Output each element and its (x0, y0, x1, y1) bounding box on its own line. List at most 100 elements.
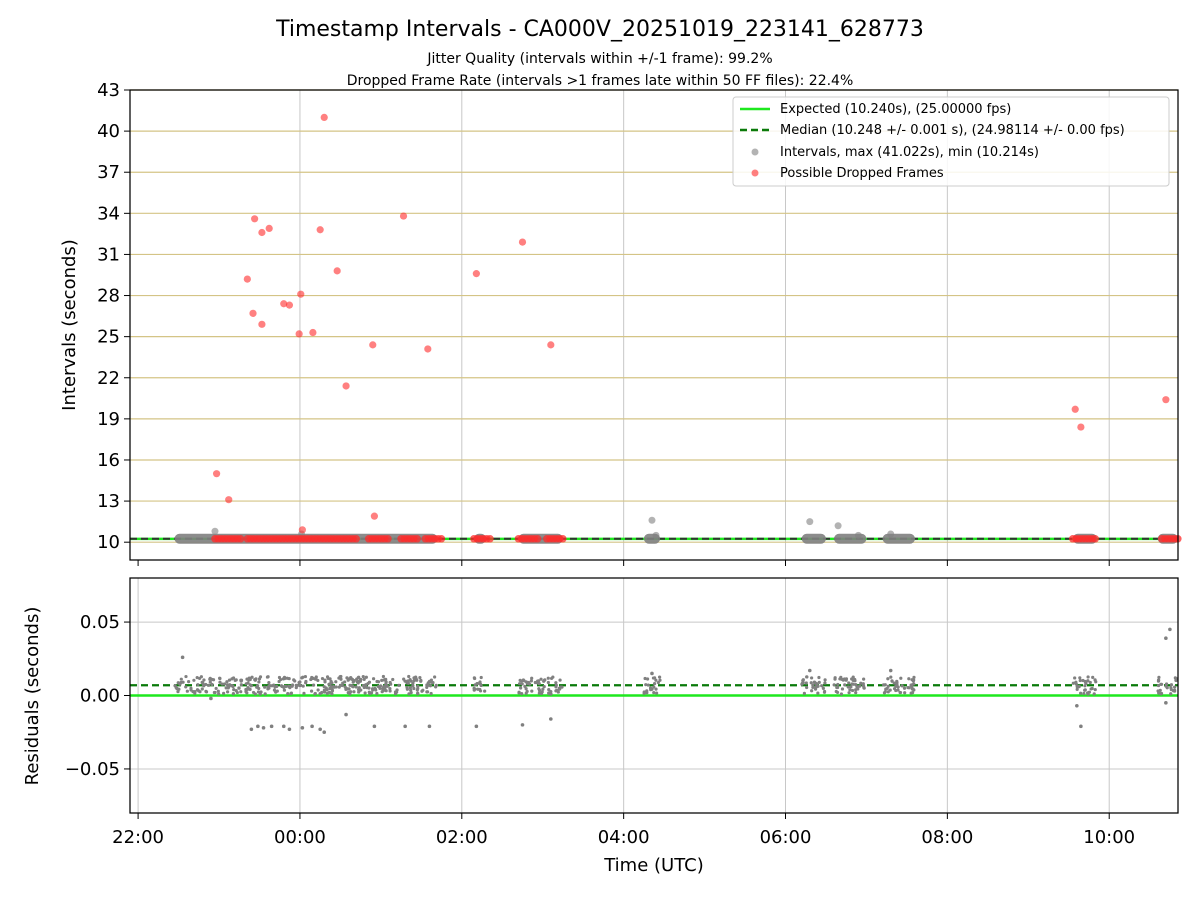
chart-subtitle-dropped-rate: Dropped Frame Rate (intervals >1 frames … (347, 73, 854, 89)
residual-point (316, 688, 320, 692)
residual-point (173, 684, 177, 688)
residual-point (212, 690, 216, 695)
residual-point (259, 690, 263, 694)
residual-point (1086, 675, 1090, 679)
residual-point (885, 686, 889, 691)
residual-point (848, 688, 852, 692)
residual-point (898, 690, 902, 695)
residual-point (218, 676, 222, 680)
residual-point (530, 689, 534, 693)
residual-point (886, 677, 890, 681)
legend-intervals-marker (751, 148, 759, 156)
residual-point (861, 682, 865, 686)
residual-point (225, 680, 229, 684)
residual-point (281, 724, 286, 729)
residual-point (654, 687, 658, 691)
residual-point (843, 683, 847, 687)
residual-point (478, 682, 483, 686)
residual-point (1159, 682, 1163, 686)
residual-point (1083, 679, 1087, 684)
residual-point (817, 675, 821, 680)
residual-point (249, 684, 253, 688)
interval-points-cluster (801, 533, 826, 544)
residual-point (294, 683, 298, 687)
residual-point (1169, 683, 1174, 687)
top-y-tick-label: 22 (97, 368, 120, 389)
dropped-frame-point (472, 270, 480, 278)
residual-point (483, 689, 487, 693)
residual-point (811, 683, 815, 687)
residual-point (181, 680, 185, 684)
residual-point (239, 683, 243, 687)
residual-point (519, 686, 523, 690)
residual-point (300, 676, 304, 680)
residual-point (193, 690, 197, 694)
residual-point (883, 690, 887, 694)
residual-point (346, 687, 350, 691)
residual-point (275, 689, 279, 693)
residual-point (211, 678, 216, 682)
residual-point (322, 730, 327, 735)
residual-point (288, 686, 292, 690)
residual-point (352, 679, 356, 683)
residual-point (536, 679, 541, 683)
residual-point (256, 684, 260, 688)
residual-point (476, 687, 480, 691)
residual-point (554, 681, 558, 685)
residual-point (258, 675, 263, 679)
residual-point (384, 683, 388, 688)
residual-point (361, 674, 365, 679)
residual-point (231, 684, 235, 689)
bottom-y-tick-label: −0.05 (65, 759, 120, 780)
residual-point (525, 689, 529, 694)
residual-point (244, 687, 248, 692)
residual-point (849, 685, 853, 689)
residual-point (334, 685, 338, 689)
residual-point (642, 691, 646, 695)
residual-point (297, 681, 301, 685)
top-y-tick-label: 31 (97, 244, 120, 265)
bottom-panel: 0.05 0.00 −0.05 22:00 00:00 02:00 04:00 06:00 0… (22, 577, 1179, 876)
residual-point (301, 684, 305, 688)
residual-point (1093, 687, 1097, 692)
residual-point (413, 677, 417, 681)
residual-point (1085, 691, 1090, 695)
residual-point (245, 691, 249, 695)
residual-point (517, 682, 522, 686)
top-y-ticks: 10 13 16 19 22 25 28 31 34 37 40 43 (97, 80, 130, 553)
residual-point (201, 683, 206, 687)
residual-point (1164, 636, 1168, 641)
residual-point (311, 683, 316, 687)
residual-point (354, 685, 358, 689)
dropped-frame-point (437, 534, 446, 543)
residual-point (180, 655, 185, 660)
residual-point (257, 680, 261, 684)
residual-point (817, 680, 821, 684)
dropped-frame-point (333, 267, 341, 275)
top-y-tick-label: 16 (97, 450, 120, 471)
residual-point (1156, 683, 1161, 688)
residual-point (175, 686, 179, 691)
dropped-frame-point (533, 534, 542, 543)
residual-point (322, 685, 326, 689)
residual-point (1078, 678, 1082, 683)
residual-point (415, 688, 419, 692)
residual-point (376, 680, 381, 684)
residual-point (418, 676, 422, 680)
residual-point (261, 726, 266, 730)
residual-point (311, 676, 315, 680)
residual-point (859, 681, 863, 685)
residual-point (822, 690, 827, 694)
dropped-frame-point (285, 301, 294, 309)
residual-point (411, 681, 415, 685)
dropped-frame-point (316, 226, 324, 234)
residual-point (208, 680, 212, 684)
residual-point (541, 687, 545, 691)
residual-point (382, 685, 386, 689)
residual-point (384, 677, 388, 681)
dropped-frame-point (280, 300, 288, 308)
residual-point (821, 686, 825, 690)
residual-point (346, 691, 350, 695)
residual-point (547, 692, 551, 696)
residual-point (1090, 686, 1094, 691)
